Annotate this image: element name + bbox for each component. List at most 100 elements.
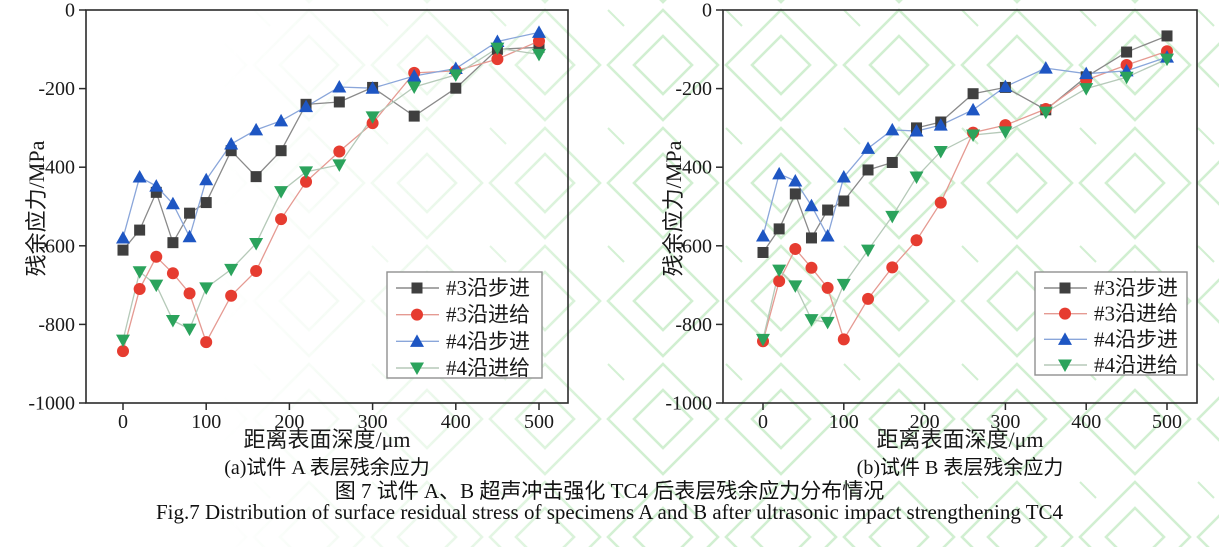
x-tick-label: 100: [191, 411, 221, 433]
legend-label: #4沿步进: [446, 329, 530, 353]
data-point-#3沿步进: [200, 197, 212, 209]
data-point-#4沿步进: [772, 166, 787, 180]
data-point-#4沿步进: [149, 179, 164, 192]
data-point-#4沿步进: [1038, 61, 1053, 74]
x-tick-label: 300: [358, 411, 388, 433]
data-point-#4沿进给: [909, 171, 924, 185]
chart-specimen-a: 0 -200 -400 -600 -800 -1000 0 100 200 300 400 500 距离…: [24, 0, 569, 450]
data-point-#3沿进给: [837, 333, 850, 346]
y-tick-label: -800: [675, 314, 712, 336]
data-point-#4沿进给: [772, 264, 787, 278]
data-point-#3沿步进: [408, 110, 420, 122]
subcaption-a: (a)试件 A 表层残余应力: [224, 457, 430, 479]
data-point-#4沿进给: [165, 314, 180, 328]
data-point-#4沿进给: [224, 263, 239, 277]
data-point-#3沿步进: [333, 96, 345, 108]
data-point-#4沿步进: [532, 25, 546, 38]
data-point-#4沿步进: [820, 228, 835, 242]
data-point-#4沿进给: [966, 129, 981, 142]
data-point-#4沿进给: [490, 42, 505, 56]
data-point-#3沿进给: [934, 196, 947, 209]
legend-marker-#4沿步进: [1058, 332, 1072, 345]
series-line-#4沿进给: [762, 58, 1168, 340]
data-point-#3沿步进: [862, 164, 874, 176]
x-tick-label: 200: [274, 411, 304, 433]
legend-marker-#3沿进给: [411, 308, 423, 321]
data-point-#4沿步进: [249, 122, 264, 136]
data-point-#4沿进给: [933, 145, 948, 159]
legend-marker-#3沿步进: [411, 282, 423, 294]
y-tick-label: -600: [675, 235, 712, 257]
data-point-#4沿步进: [299, 99, 314, 113]
x-tick-label: 0: [118, 411, 128, 433]
data-point-#4沿进给: [998, 126, 1013, 139]
data-point-#4沿步进: [165, 196, 180, 210]
data-point-#4沿进给: [132, 266, 147, 279]
data-point-#4沿进给: [885, 210, 900, 224]
data-point-#4沿进给: [407, 81, 422, 95]
data-point-#3沿进给: [805, 261, 818, 274]
data-point-#4沿进给: [756, 333, 770, 347]
data-point-#4沿步进: [132, 170, 147, 183]
legend-marker-#4沿步进: [410, 334, 424, 347]
data-point-#4沿步进: [861, 141, 876, 154]
legend-label: #4沿进给: [446, 356, 530, 380]
data-point-#3沿步进: [150, 186, 162, 198]
plot-frame: [722, 9, 1198, 404]
data-point-#3沿进给: [789, 242, 802, 255]
figure-caption-english: Fig.7 Distribution of surface residual s…: [155, 500, 1064, 524]
data-point-#4沿步进: [224, 137, 239, 150]
legend-marker-#4沿进给: [1058, 359, 1072, 372]
data-point-#4沿进给: [199, 282, 214, 295]
legend-marker-#3沿进给: [1059, 307, 1071, 320]
data-point-#4沿步进: [788, 173, 803, 187]
data-point-#4沿步进: [1079, 66, 1094, 80]
y-tick-label: 0: [702, 0, 712, 22]
x-tick-label: 0: [758, 411, 768, 433]
data-point-#3沿步进: [533, 41, 545, 53]
y-tick-label: -200: [675, 78, 712, 100]
data-point-#3沿步进: [167, 237, 179, 249]
data-point-#4沿步进: [966, 102, 981, 116]
data-point-#3沿步进: [967, 88, 979, 100]
legend-label: #3沿进给: [446, 303, 530, 327]
data-point-#3沿进给: [275, 213, 288, 226]
data-point-#4沿进给: [1160, 53, 1174, 67]
data-point-#4沿进给: [1119, 71, 1134, 85]
data-point-#3沿步进: [117, 244, 129, 256]
data-point-#3沿步进: [789, 188, 801, 200]
data-point-#3沿步进: [450, 82, 462, 94]
y-tick-label: -200: [38, 78, 75, 100]
x-tick-label: 400: [441, 411, 471, 433]
y-tick-label: -400: [675, 157, 712, 179]
data-point-#4沿步进: [998, 79, 1013, 93]
y-axis-title: 残余应力/MPa: [24, 140, 49, 276]
y-tick-label: -600: [38, 235, 75, 257]
data-point-#4沿步进: [407, 69, 422, 82]
data-point-#3沿步进: [184, 207, 196, 219]
data-point-#3沿进给: [183, 287, 196, 300]
data-point-#3沿步进: [1121, 46, 1133, 58]
data-point-#3沿进给: [886, 261, 899, 274]
data-point-#3沿步进: [250, 171, 262, 183]
data-point-#3沿进给: [491, 53, 504, 66]
data-point-#4沿步进: [885, 122, 900, 136]
data-point-#3沿进给: [300, 175, 313, 188]
data-point-#3沿进给: [862, 292, 875, 305]
data-point-#4沿进给: [820, 316, 835, 330]
data-point-#4沿进给: [182, 323, 197, 337]
subcaption-b: (b)试件 B 表层残余应力: [856, 457, 1064, 479]
x-tick-label: 500: [524, 411, 554, 433]
data-point-#4沿步进: [756, 228, 770, 242]
data-point-#4沿进给: [299, 166, 314, 179]
data-point-#3沿进给: [117, 345, 129, 358]
data-point-#3沿步进: [773, 223, 785, 235]
data-point-#4沿进给: [365, 111, 380, 124]
data-point-#3沿步进: [1161, 30, 1173, 42]
y-axis-title: 残余应力/MPa: [661, 140, 686, 276]
series-line-#3沿步进: [122, 46, 540, 251]
x-tick-label: 500: [1152, 411, 1182, 433]
series-line-#3沿步进: [762, 35, 1168, 253]
series-line-#4沿步进: [762, 56, 1168, 238]
